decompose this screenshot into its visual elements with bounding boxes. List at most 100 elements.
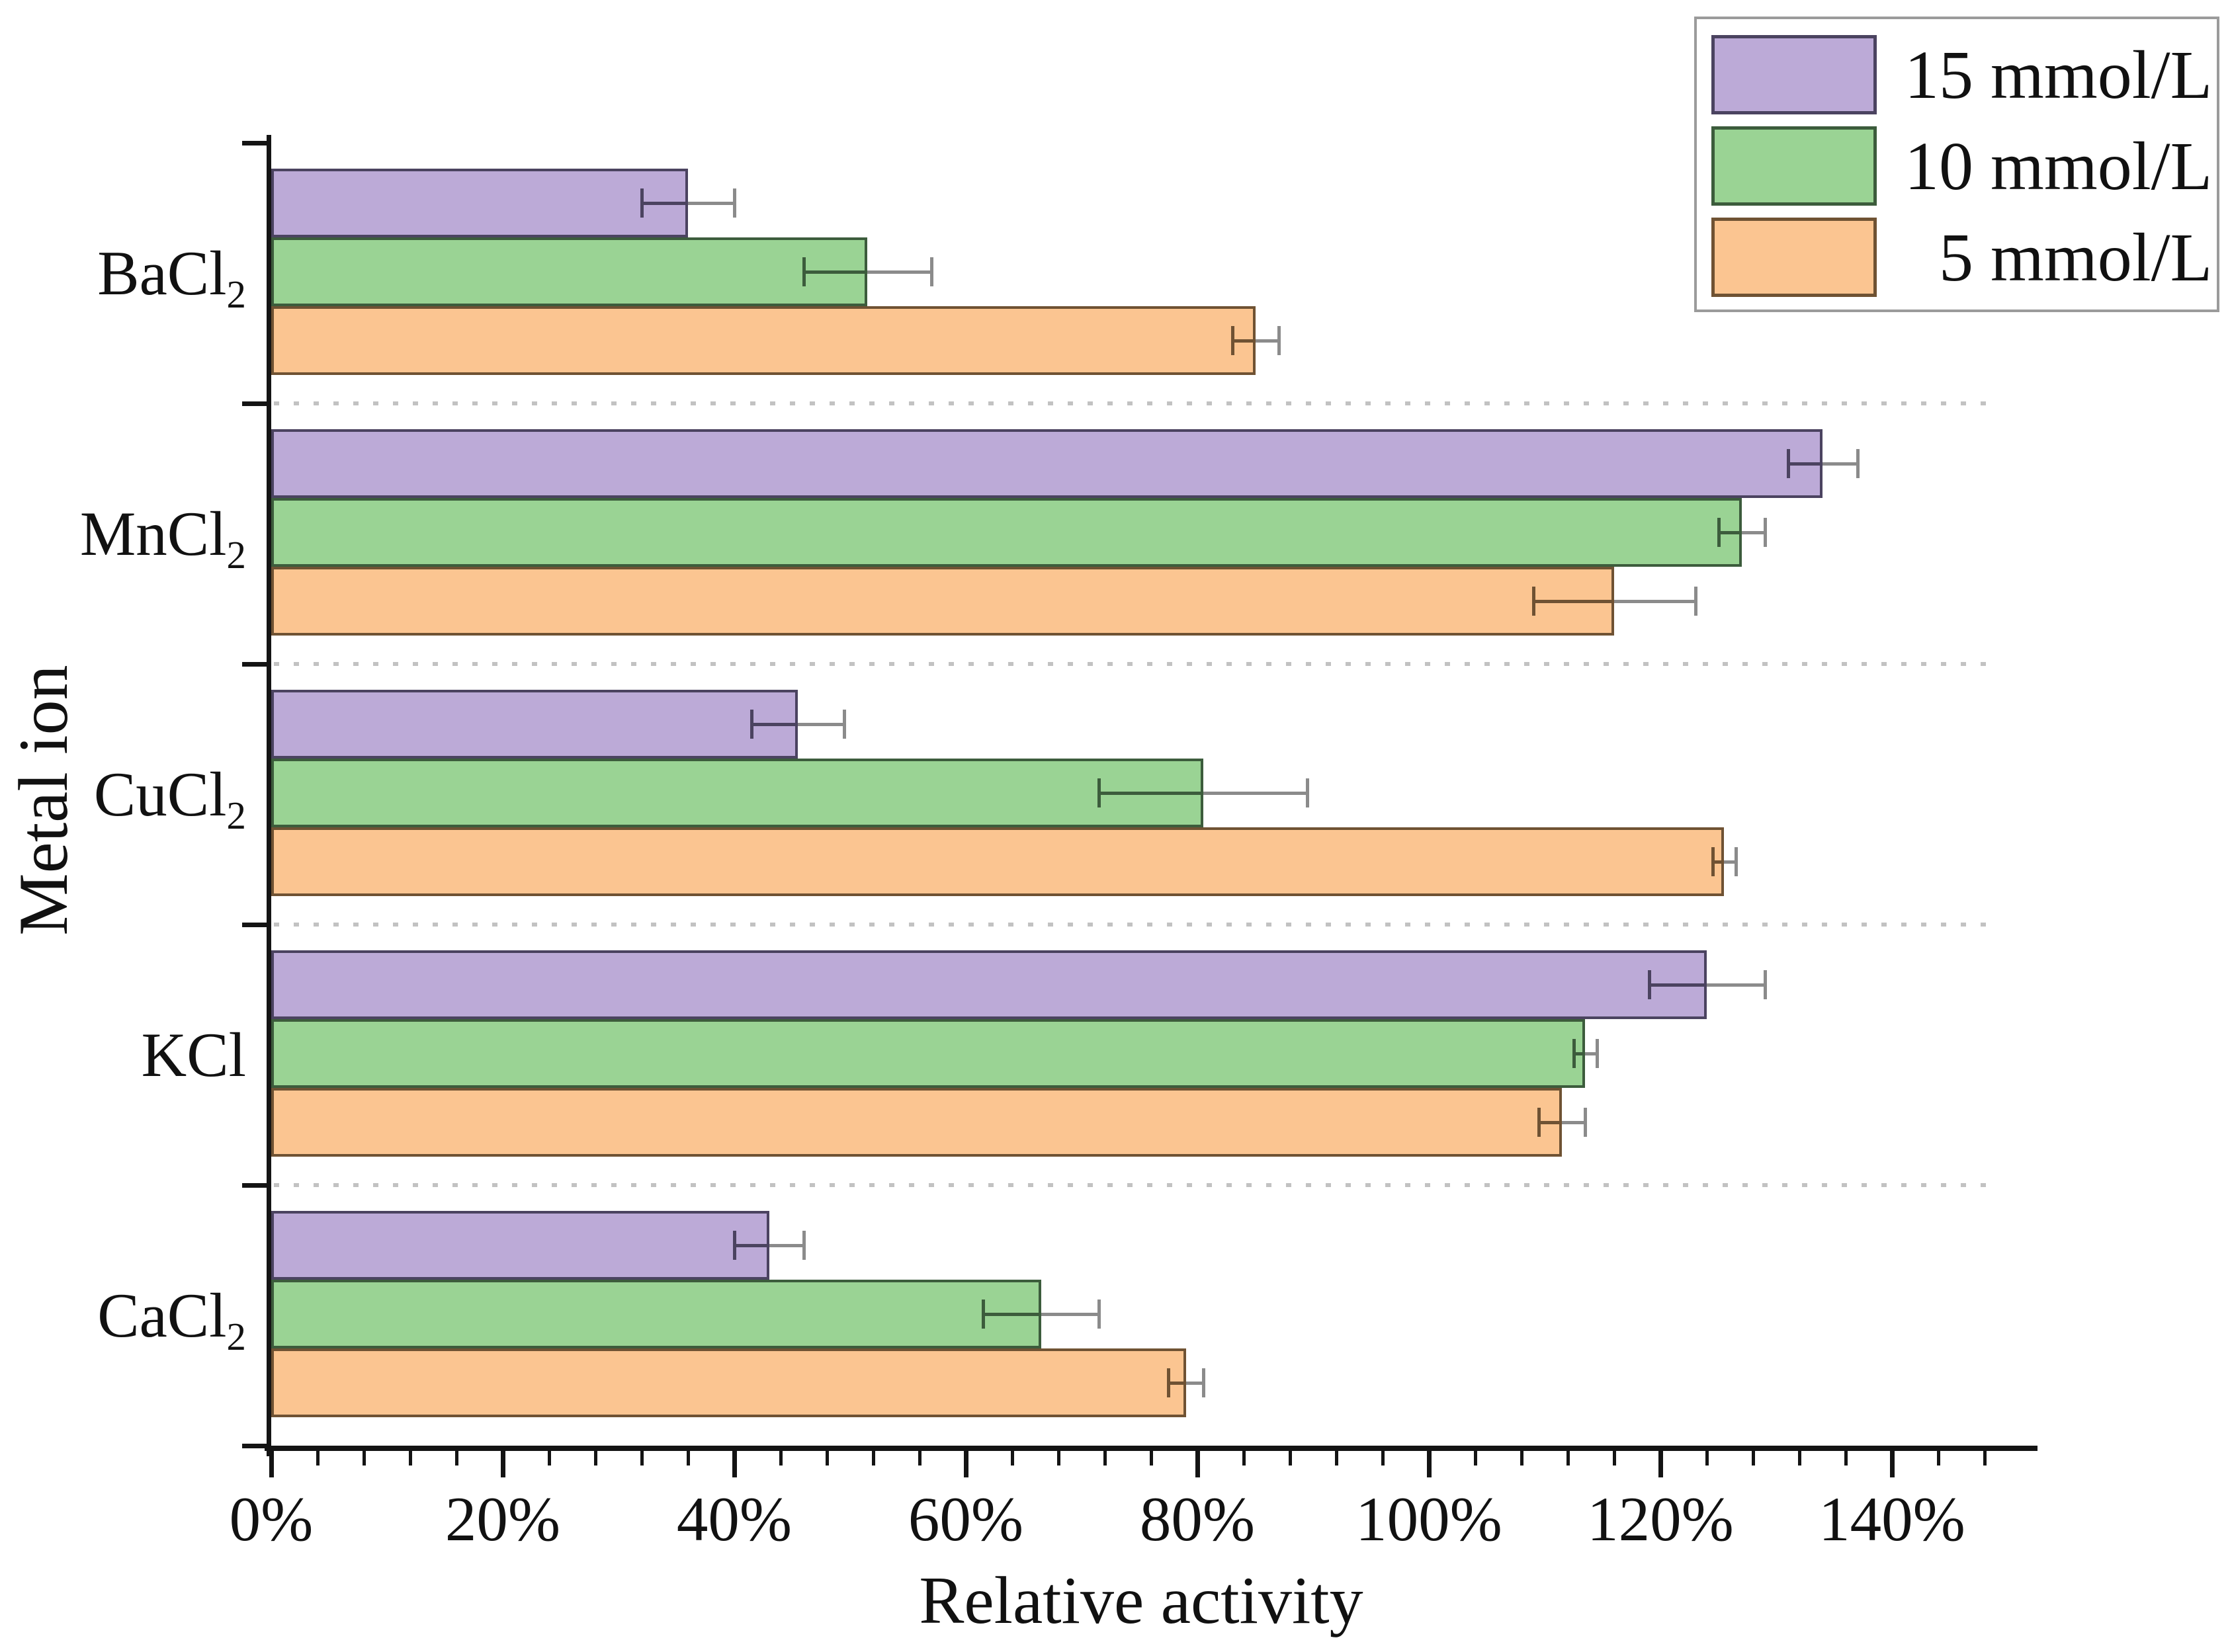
x-axis-minor-tick xyxy=(363,1451,366,1466)
error-bar-left-cap xyxy=(982,1300,986,1329)
x-axis-major-tick xyxy=(1658,1451,1663,1477)
error-bar-right-cap xyxy=(1595,1039,1599,1068)
x-axis-line xyxy=(265,1446,2037,1451)
x-axis-minor-tick xyxy=(1752,1451,1755,1466)
bar-bacl2-10mmol/L xyxy=(271,237,868,306)
error-bar-line xyxy=(1232,339,1279,343)
error-bar-left-cap xyxy=(1711,847,1715,876)
x-axis-minor-tick xyxy=(1057,1451,1060,1466)
x-axis-minor-tick xyxy=(872,1451,875,1466)
error-bar-left-cap xyxy=(802,257,806,286)
error-bar-line xyxy=(1649,983,1765,987)
x-axis-minor-tick xyxy=(1011,1451,1014,1466)
error-bar-right-cap xyxy=(1201,1368,1205,1397)
x-tick-label: 120% xyxy=(1587,1484,1734,1554)
x-axis-minor-tick xyxy=(594,1451,597,1466)
x-axis-minor-tick xyxy=(779,1451,783,1466)
error-bar-line xyxy=(1718,530,1765,534)
error-bar-inner-line xyxy=(1718,530,1742,534)
error-bar-line xyxy=(642,201,734,205)
error-bar-left-cap xyxy=(1537,1108,1541,1137)
y-axis-tick xyxy=(242,923,267,927)
bar-cucl2-10mmol/L xyxy=(271,759,1203,827)
y-axis-tick xyxy=(242,401,267,406)
error-bar-inner-line xyxy=(1099,791,1203,795)
y-axis-tick xyxy=(242,141,267,145)
error-bar-inner-line xyxy=(751,722,798,726)
category-label-mncl2: MnCl2 xyxy=(79,499,246,577)
x-axis-minor-tick xyxy=(409,1451,412,1466)
x-axis-minor-tick xyxy=(1705,1451,1709,1466)
error-bar-line xyxy=(1168,1381,1203,1385)
error-bar-left-cap xyxy=(1167,1368,1171,1397)
legend: 15 mmol/L 10 mmol/L 5 mmol/L xyxy=(1694,17,2219,312)
error-bar-left-cap xyxy=(1097,778,1101,807)
error-bar-inner-line xyxy=(1787,462,1823,466)
x-axis-minor-tick xyxy=(1242,1451,1246,1466)
group-separator-line xyxy=(274,401,1994,405)
x-axis-major-tick xyxy=(1890,1451,1895,1477)
error-bar-right-cap xyxy=(1306,778,1310,807)
error-bar-left-cap xyxy=(750,710,754,739)
plot-area: 0% 20% 40% 60% 80% 100% 120% 140% xyxy=(230,135,2037,1554)
legend-entry-10mmol/L: 10 mmol/L xyxy=(1711,122,2212,210)
x-axis-minor-tick xyxy=(1798,1451,1801,1466)
error-bar-line xyxy=(804,270,931,274)
group-separator-line xyxy=(274,1183,1994,1187)
legend-label: 15 mmol/L xyxy=(1905,36,2213,113)
error-bar-line xyxy=(751,722,845,726)
error-bar-right-cap xyxy=(1277,326,1281,355)
x-axis-major-tick xyxy=(1195,1451,1200,1477)
legend-swatch-5mmol/L xyxy=(1711,218,1877,297)
bar-cacl2-5mmol/L xyxy=(271,1348,1186,1417)
x-axis-minor-tick xyxy=(1566,1451,1570,1466)
x-axis-major-tick xyxy=(269,1451,274,1477)
error-bar-left-cap xyxy=(1230,326,1234,355)
x-axis-major-tick xyxy=(732,1451,737,1477)
category-label-kcl: KCl xyxy=(141,1020,246,1090)
error-bar-line xyxy=(1712,860,1736,864)
bar-mncl2-10mmol/L xyxy=(271,498,1742,567)
x-axis-minor-tick xyxy=(1335,1451,1338,1466)
x-axis-minor-tick xyxy=(1381,1451,1385,1466)
x-axis-minor-tick xyxy=(1474,1451,1477,1466)
legend-label: 10 mmol/L xyxy=(1905,128,2213,204)
group-separator-line xyxy=(274,923,1994,927)
error-bar-right-cap xyxy=(802,1231,806,1260)
error-bar-right-cap xyxy=(1763,518,1767,547)
category-label-cacl2: CaCl2 xyxy=(97,1280,246,1358)
legend-entry-15mmol/L: 15 mmol/L xyxy=(1711,31,2212,118)
error-bar-inner-line xyxy=(1168,1381,1186,1385)
bar-mncl2-5mmol/L xyxy=(271,567,1614,636)
error-bar-left-cap xyxy=(1531,587,1535,616)
error-bar-inner-line xyxy=(1539,1120,1563,1124)
x-axis-minor-tick xyxy=(918,1451,922,1466)
bar-bacl2-15mmol/L xyxy=(271,169,688,237)
x-axis-minor-tick xyxy=(826,1451,829,1466)
y-axis-line xyxy=(267,135,271,1456)
x-tick-label: 100% xyxy=(1355,1484,1502,1554)
error-bar-inner-line xyxy=(1573,1052,1586,1055)
error-bar-inner-line xyxy=(1533,599,1614,603)
x-tick-label: 20% xyxy=(445,1484,561,1554)
y-axis-tick xyxy=(242,1183,267,1188)
y-axis-tick xyxy=(242,662,267,667)
x-axis-minor-tick xyxy=(1289,1451,1292,1466)
x-axis-minor-tick xyxy=(1103,1451,1107,1466)
error-bar-line xyxy=(1787,462,1858,466)
legend-entry-5mmol/L: 5 mmol/L xyxy=(1711,214,2212,301)
legend-swatch-15mmol/L xyxy=(1711,35,1877,114)
bar-bacl2-5mmol/L xyxy=(271,306,1256,375)
bar-cucl2-15mmol/L xyxy=(271,690,798,759)
x-tick-label: 0% xyxy=(229,1484,314,1554)
x-axis-minor-tick xyxy=(1613,1451,1616,1466)
error-bar-inner-line xyxy=(1232,339,1256,343)
error-bar-left-cap xyxy=(640,188,644,218)
x-axis-minor-tick xyxy=(455,1451,458,1466)
category-label-bacl2: BaCl2 xyxy=(97,238,246,316)
bar-cacl2-15mmol/L xyxy=(271,1211,769,1280)
bar-kcl-15mmol/L xyxy=(271,950,1707,1019)
x-axis-major-tick xyxy=(964,1451,968,1477)
bar-kcl-10mmol/L xyxy=(271,1019,1586,1088)
